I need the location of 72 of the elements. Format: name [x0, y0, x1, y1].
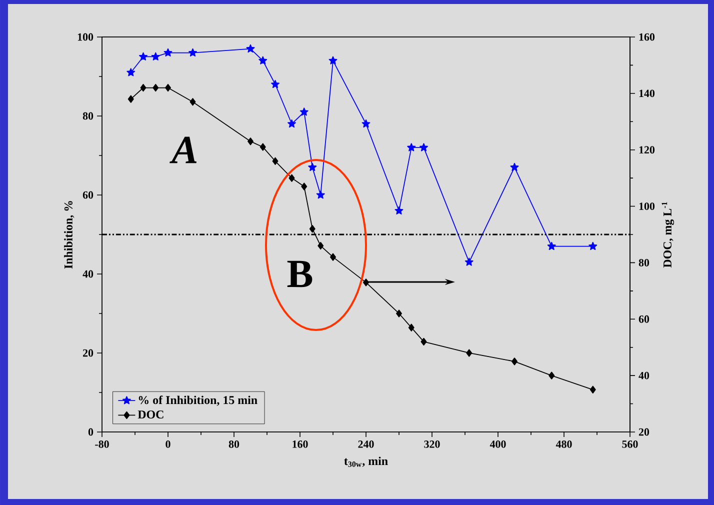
- point: [152, 84, 159, 92]
- point: [126, 68, 136, 76]
- annotation: A: [170, 136, 197, 164]
- x-tick-label: 560: [622, 440, 638, 448]
- point: [260, 143, 266, 151]
- point: [248, 138, 254, 146]
- point: [258, 56, 268, 64]
- y2-tick-label: 60: [638, 315, 650, 323]
- point: [510, 162, 519, 172]
- point: [151, 52, 160, 60]
- point: [246, 44, 255, 53]
- x-tick-label: 0: [166, 440, 170, 448]
- point: [363, 278, 369, 286]
- y2-tick-label: 140: [639, 90, 655, 98]
- x-tick-label: 160: [292, 440, 308, 448]
- point: [309, 225, 316, 233]
- point: [408, 324, 414, 332]
- point: [420, 338, 427, 346]
- x-tick-label: 80: [228, 440, 240, 448]
- point: [464, 258, 474, 266]
- legend-label: % of Inhibition, 15 min: [138, 396, 258, 406]
- point: [288, 174, 295, 182]
- point: [512, 358, 518, 366]
- point: [139, 52, 148, 60]
- y2-tick-label: 20: [638, 428, 650, 436]
- point: [328, 56, 338, 64]
- point: [316, 190, 325, 199]
- y-tick-label: 40: [82, 270, 94, 278]
- point: [588, 242, 598, 250]
- point: [548, 372, 555, 380]
- point: [318, 242, 324, 250]
- annotation: B: [287, 260, 312, 288]
- legend-label: DOC: [138, 410, 164, 419]
- x-tick-label: 480: [556, 440, 572, 448]
- point: [407, 143, 416, 152]
- point: [288, 119, 296, 128]
- x-tick-label: 320: [424, 440, 440, 448]
- x-tick-label: 400: [490, 440, 506, 448]
- y2-tick-label: 160: [639, 33, 655, 41]
- point: [188, 48, 197, 56]
- x-tick-label: -80: [95, 440, 109, 448]
- point: [547, 242, 556, 250]
- point: [590, 386, 596, 394]
- y-tick-label: 0: [88, 428, 94, 436]
- point: [330, 253, 336, 261]
- point: [140, 84, 146, 92]
- point: [190, 98, 196, 106]
- point: [271, 80, 280, 88]
- y-tick-label: 100: [78, 33, 94, 41]
- point: [165, 84, 171, 92]
- point: [128, 95, 134, 103]
- point: [308, 162, 317, 172]
- y2-axis-title: DOC, mg L$^{-1}$: [662, 202, 674, 268]
- y2-tick-label: 40: [638, 372, 650, 380]
- point: [394, 206, 404, 214]
- point: [301, 182, 308, 190]
- y2-tick-label: 80: [638, 259, 650, 266]
- point: [300, 108, 308, 116]
- point: [272, 157, 278, 165]
- point: [396, 310, 402, 318]
- y-axis-title: Inhibition, %: [64, 201, 74, 269]
- x-tick-label: 240: [358, 440, 374, 448]
- y-tick-label: 80: [82, 112, 94, 120]
- point: [362, 119, 370, 128]
- point: [420, 143, 428, 152]
- y-tick-label: 20: [83, 349, 94, 357]
- point: [164, 48, 172, 56]
- y-tick-label: 60: [82, 191, 94, 199]
- x-axis-title: t$_{30w}$, min: [344, 456, 388, 467]
- y2-tick-label: 100: [639, 202, 655, 210]
- y2-tick-label: 120: [639, 146, 655, 154]
- point: [466, 349, 472, 357]
